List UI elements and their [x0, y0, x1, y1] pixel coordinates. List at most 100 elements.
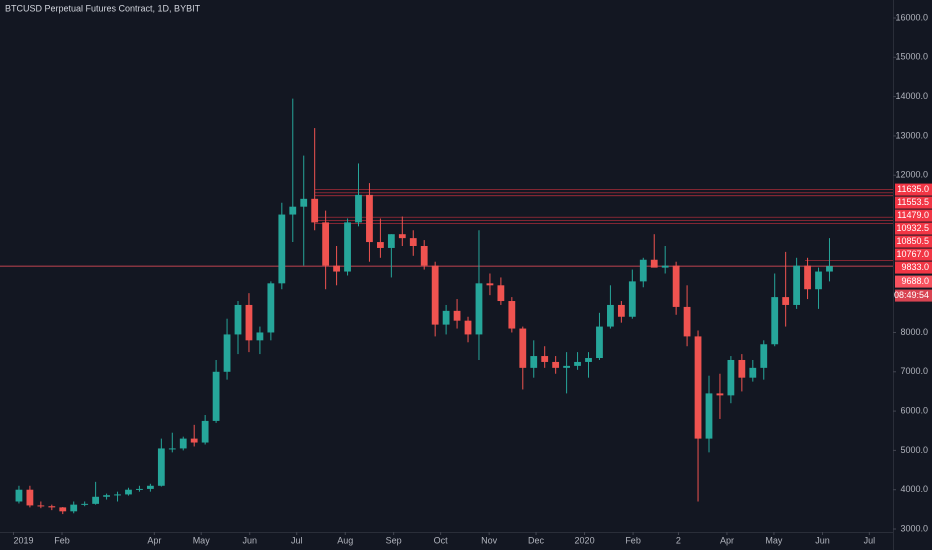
candle-body [190, 438, 198, 443]
candle-body [201, 420, 209, 443]
x-tick-label: Feb [54, 535, 70, 545]
x-tick-label: Jun [815, 535, 830, 545]
level-label: 11635.0 [897, 184, 929, 194]
y-tick-label: 3000.0 [900, 523, 928, 533]
y-tick-label: 6000.0 [900, 405, 928, 415]
x-tick-label: Apr [147, 535, 161, 545]
candle-body [552, 361, 560, 368]
candle-body [289, 206, 297, 215]
x-tick-label: Apr [720, 535, 734, 545]
level-label: 9833.0 [901, 262, 929, 272]
candle-body [245, 304, 253, 341]
candle-body [442, 310, 450, 325]
candle-body [322, 222, 330, 266]
level-label-bg [895, 222, 932, 235]
level-label-bg [895, 235, 932, 248]
countdown-bg [895, 289, 932, 302]
last-price-label: 9688.0 [901, 276, 929, 286]
x-tick-label: Feb [625, 535, 641, 545]
candle-body [234, 304, 242, 335]
level-label: 11479.0 [897, 210, 929, 220]
candle-body [70, 504, 78, 512]
candle-body [146, 485, 154, 489]
y-tick-label: 8000.0 [900, 327, 928, 337]
candle-body [15, 489, 23, 502]
candle-body [311, 198, 319, 223]
candle-body [168, 448, 176, 450]
x-tick-label: May [193, 535, 211, 545]
candle-body [333, 265, 340, 272]
candle-body [508, 301, 516, 329]
x-tick-label: Nov [481, 535, 498, 545]
y-tick-label: 13000.0 [895, 130, 928, 140]
candle-body [464, 320, 472, 335]
candles [15, 98, 833, 515]
candle-body [497, 285, 505, 302]
candle-body [26, 489, 34, 506]
level-label-bg [895, 196, 932, 209]
candle-body [59, 507, 67, 512]
candle-body [377, 242, 384, 248]
x-tick-label: Aug [337, 535, 353, 545]
y-tick-label: 5000.0 [900, 445, 928, 455]
x-tick-label: May [765, 535, 783, 545]
candle-body [453, 310, 461, 321]
candle-body [355, 194, 362, 223]
candle-body [486, 283, 494, 286]
y-tick-label: 16000.0 [895, 12, 928, 22]
candle-body [114, 494, 121, 496]
candle-body [738, 359, 746, 378]
candle-body [157, 448, 165, 486]
candle-body [585, 358, 592, 362]
candle-body [344, 222, 351, 272]
candle-body [716, 393, 724, 396]
candle-body [125, 489, 132, 495]
y-tick-label: 12000.0 [895, 170, 928, 180]
level-label: 11553.5 [897, 197, 929, 207]
candle-body [475, 283, 483, 335]
candle-body [387, 234, 395, 248]
candle-body [278, 214, 286, 284]
candle-body [639, 259, 647, 282]
axes: 2019 Feb Apr May Jun Jul Aug Sep Oct Nov Dec 2020 Fe… [12, 12, 932, 545]
candle-body [267, 283, 275, 333]
candle-body [705, 393, 713, 439]
candle-body [760, 344, 768, 368]
candle-body [48, 506, 56, 508]
level-label-bg [895, 261, 932, 274]
level-label-bg [895, 209, 932, 222]
last-price-label-bg [895, 275, 932, 288]
candle-body [398, 234, 406, 239]
y-tick-label: 7000.0 [900, 366, 928, 376]
candle-body [563, 365, 570, 368]
chart-title: BTCUSD Perpetual Futures Contract, 1D, B… [5, 3, 201, 13]
level-label: 10932.5 [896, 223, 929, 233]
candle-body [92, 496, 100, 504]
candle-body [256, 332, 264, 341]
x-tick-label: Jul [864, 535, 876, 545]
candle-body [650, 259, 658, 268]
candle-body [771, 297, 779, 345]
candle-body [81, 503, 89, 505]
candle-body [519, 328, 527, 368]
candle-body [366, 194, 373, 243]
candle-body [300, 198, 308, 207]
y-tick-label: 4000.0 [900, 484, 928, 494]
candle-body [727, 359, 735, 396]
candle-body [223, 334, 231, 372]
candle-body [596, 326, 603, 359]
candle-body [694, 336, 702, 439]
candle-body [749, 367, 757, 378]
x-tick-label: 2020 [575, 535, 595, 545]
level-label: 10767.0 [896, 249, 929, 259]
x-tick-label: Dec [528, 535, 545, 545]
x-tick-label: Jul [291, 535, 303, 545]
x-tick-label: Oct [434, 535, 449, 545]
countdown: 08:49:54 [894, 290, 929, 300]
candle-body [574, 361, 581, 366]
candle-body [607, 304, 614, 327]
candle-body [617, 304, 625, 317]
candle-body [37, 505, 45, 507]
candle-body [431, 265, 439, 325]
